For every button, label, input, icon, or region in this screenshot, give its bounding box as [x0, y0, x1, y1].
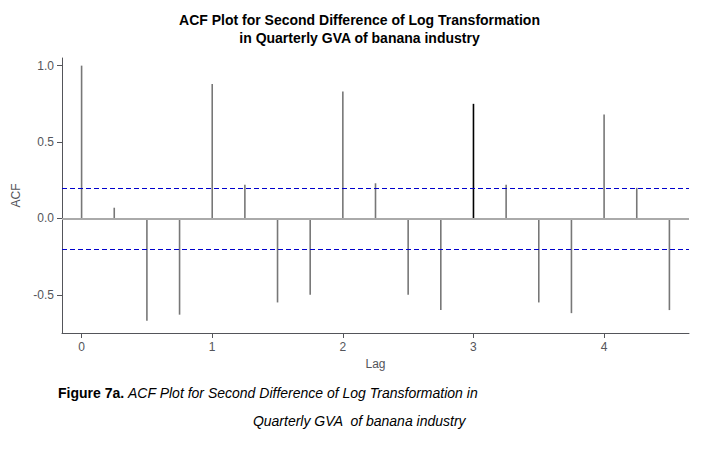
svg-text:Quarterly GVA of banana indus: Quarterly GVA of banana industry: [253, 413, 467, 429]
svg-text:1: 1: [209, 340, 216, 354]
svg-text:3: 3: [470, 340, 477, 354]
svg-text:0.5: 0.5: [37, 135, 54, 149]
svg-text:2: 2: [339, 340, 346, 354]
svg-text:1.0: 1.0: [37, 59, 54, 73]
svg-text:ACF Plot for Second Difference: ACF Plot for Second Difference of Log Tr…: [127, 385, 478, 401]
svg-text:0: 0: [78, 340, 85, 354]
svg-text:Lag: Lag: [365, 357, 385, 371]
svg-text:4: 4: [601, 340, 608, 354]
svg-text:Figure 7a.: Figure 7a.: [58, 385, 124, 401]
svg-text:0.0: 0.0: [37, 211, 54, 225]
svg-text:in Quarterly GVA of banana ind: in Quarterly GVA of banana industry: [239, 30, 480, 46]
svg-text:-0.5: -0.5: [33, 288, 54, 302]
svg-text:ACF: ACF: [9, 184, 23, 208]
svg-text:ACF Plot for Second Difference: ACF Plot for Second Difference of Log Tr…: [179, 12, 540, 28]
